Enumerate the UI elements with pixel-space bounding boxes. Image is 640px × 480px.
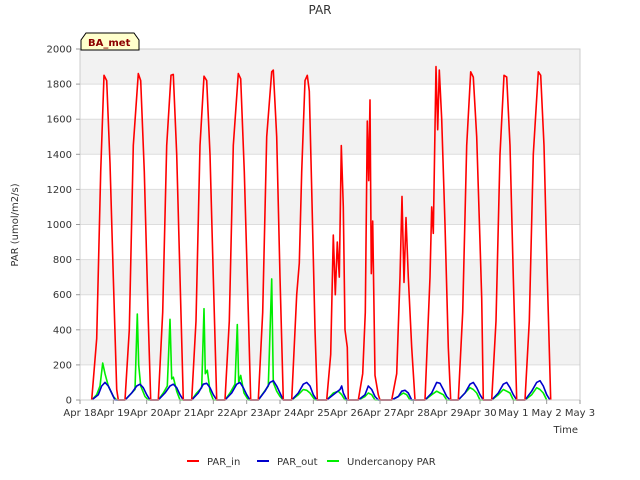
x-axis-title: Time [553, 425, 578, 436]
x-tick-label: Apr 18 [63, 408, 96, 419]
grid [80, 48, 580, 401]
legend-label-undercanopy-par: Undercanopy PAR [347, 457, 436, 468]
grid-band [80, 259, 580, 295]
x-tick-label: Apr 26 [330, 408, 363, 419]
x-tick-label: May 3 [565, 408, 595, 419]
site-badge-label: BA_met [88, 38, 131, 49]
y-axis: 0 200 400 600 800 1000 1200 1400 1600 1800 2000 [47, 45, 80, 407]
y-tick-label: 1400 [47, 150, 72, 161]
x-tick-label: Apr 27 [363, 408, 396, 419]
x-tick-label: Apr 20 [130, 408, 163, 419]
y-tick-label: 0 [66, 396, 72, 407]
grid-band [80, 49, 580, 85]
grid-band [80, 189, 580, 225]
y-tick-label: 800 [53, 255, 72, 266]
grid-band [80, 119, 580, 155]
x-tick-label: May 2 [532, 408, 562, 419]
legend: PAR_in PAR_out Undercanopy PAR [187, 457, 436, 468]
series-line-par-out [91, 379, 551, 401]
y-tick-label: 1600 [47, 115, 72, 126]
legend-label-par-in: PAR_in [207, 457, 240, 468]
y-tick-label: 600 [53, 290, 72, 301]
legend-label-par-out: PAR_out [277, 457, 318, 468]
x-tick-label: May 1 [498, 408, 528, 419]
x-tick-label: Apr 23 [230, 408, 263, 419]
series-line-par-in [90, 65, 552, 401]
y-tick-label: 200 [53, 360, 72, 371]
site-badge: BA_met [80, 32, 140, 51]
x-tick-label: Apr 22 [197, 408, 230, 419]
y-tick-label: 1000 [47, 220, 72, 231]
y-axis-title: PAR (umol/m2/s) [10, 183, 21, 266]
y-tick-label: 400 [53, 325, 72, 336]
x-tick-label: Apr 29 [430, 408, 463, 419]
chart-title: PAR [308, 3, 331, 17]
y-tick-label: 2000 [47, 45, 72, 56]
x-tick-label: Apr 24 [263, 408, 296, 419]
x-tick-label: Apr 19 [97, 408, 130, 419]
x-tick-label: Apr 25 [297, 408, 330, 419]
x-tick-label: Apr 30 [463, 408, 496, 419]
x-axis: Apr 18 Apr 19 Apr 20 Apr 21 Apr 22 Apr 23 Apr … [63, 400, 595, 419]
y-tick-label: 1200 [47, 185, 72, 196]
x-tick-label: Apr 28 [397, 408, 430, 419]
x-tick-label: Apr 21 [163, 408, 196, 419]
y-tick-label: 1800 [47, 80, 72, 91]
